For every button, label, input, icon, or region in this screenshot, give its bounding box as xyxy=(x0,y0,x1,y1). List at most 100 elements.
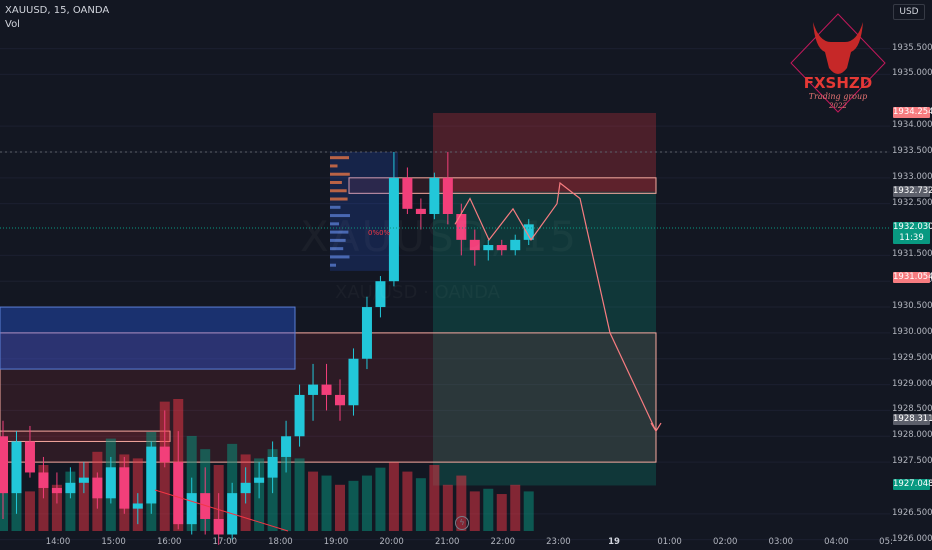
price-badge: 1934.254 xyxy=(893,106,932,118)
volume-profile-bar xyxy=(330,255,350,259)
candle-body xyxy=(254,477,265,483)
time-tick: 15:00 xyxy=(101,537,126,547)
time-tick: 16:00 xyxy=(156,537,182,547)
symbol-label[interactable]: XAUUSD, 15, OANDA xyxy=(5,5,110,16)
candle-body xyxy=(496,245,507,251)
volume-bar xyxy=(429,465,440,531)
volume-bar xyxy=(51,484,62,531)
volume-profile-bar xyxy=(330,172,350,176)
candle-body xyxy=(146,446,157,504)
volume-bar xyxy=(375,467,386,531)
currency-button[interactable]: USD xyxy=(893,4,925,20)
volume-bar xyxy=(321,475,332,531)
volume-bar xyxy=(348,480,359,531)
volume-profile-bar xyxy=(330,247,344,251)
candle-body xyxy=(402,177,413,209)
price-tick: 1933.500 xyxy=(892,145,932,156)
volume-bar xyxy=(78,462,89,531)
candle-body xyxy=(38,472,49,488)
volume-profile-bar xyxy=(330,230,349,234)
chart-legend: XAUUSD, 15, OANDA Vol xyxy=(5,4,109,32)
volume-bar xyxy=(483,488,494,531)
candle-body xyxy=(0,436,8,494)
forecast-arrowhead xyxy=(650,422,662,433)
price-badge: 1932.030 11:39 xyxy=(893,221,932,244)
bull-icon xyxy=(813,22,863,74)
time-tick: 14:00 xyxy=(45,537,71,547)
candle-body xyxy=(24,441,35,473)
price-tick: 1932.500 xyxy=(892,197,932,208)
candle-body xyxy=(348,358,359,406)
time-tick: 20:00 xyxy=(379,537,404,547)
logo-year: 2022 xyxy=(828,102,847,110)
volume-bar xyxy=(294,458,305,531)
volume-profile-bar xyxy=(330,189,347,193)
candle-body xyxy=(375,281,386,308)
small-zone xyxy=(0,430,171,442)
volume-profile-bar xyxy=(330,164,338,168)
price-badge: 1931.054 xyxy=(893,272,932,284)
volume-profile-bar xyxy=(330,180,342,184)
candle-body xyxy=(308,384,319,395)
volume-profile-bar xyxy=(330,238,346,242)
volume-legend-label[interactable]: Vol xyxy=(5,19,20,30)
candle-body xyxy=(186,493,197,525)
volume-bar xyxy=(415,478,426,531)
time-tick: 18:00 xyxy=(268,537,293,547)
volume-bar xyxy=(0,458,8,531)
time-tick: 17:00 xyxy=(212,537,238,547)
candle-body xyxy=(78,477,89,483)
fvg-label: 0%0% xyxy=(368,229,391,237)
candle-body xyxy=(11,441,22,494)
volume-bar xyxy=(496,494,507,531)
trend-line xyxy=(154,489,289,532)
order-block xyxy=(0,306,296,370)
supply-zone xyxy=(348,177,657,194)
volume-bar xyxy=(24,491,35,531)
candle-body xyxy=(429,177,440,215)
volume-bar xyxy=(281,438,292,531)
candle-body xyxy=(105,467,116,499)
volume-bar xyxy=(469,491,480,531)
price-tick: 1935.500 xyxy=(892,42,932,53)
candle-body xyxy=(415,208,426,215)
volume-bar xyxy=(456,475,467,531)
candle-body xyxy=(483,245,494,251)
forecast-path xyxy=(454,181,657,432)
candle-body xyxy=(173,462,184,525)
candle-body xyxy=(92,477,103,499)
volume-bar xyxy=(523,491,534,531)
price-tick: 1933.000 xyxy=(892,171,932,182)
price-tick: 1934.000 xyxy=(892,120,932,131)
volume-bar xyxy=(510,484,521,531)
time-tick: 21:00 xyxy=(434,537,460,547)
logo-tagline: Trading group xyxy=(809,92,867,101)
price-tick: 1935.000 xyxy=(892,68,932,79)
candle-body xyxy=(51,487,62,494)
time-tick: 22:00 xyxy=(490,537,516,547)
candle-body xyxy=(119,467,130,509)
logo-name: FXSHZD xyxy=(804,74,873,92)
price-tick: 1927.500 xyxy=(892,456,932,467)
logo-diamond xyxy=(790,13,886,113)
volume-bar xyxy=(335,484,345,531)
time-tick: 03:00 xyxy=(768,537,794,547)
candle-body xyxy=(442,177,453,215)
price-badge: 1932.732 xyxy=(893,185,932,197)
candle-body xyxy=(281,436,292,457)
candle-body xyxy=(200,493,211,519)
volume-profile-bar xyxy=(330,263,336,267)
price-tick: 1931.500 xyxy=(892,249,932,260)
volume-profile-bar xyxy=(330,205,341,209)
exchange-watermark: XAU/USD · OANDA xyxy=(335,282,500,303)
price-badge: 1927.048 xyxy=(893,479,932,491)
price-badge: 1928.311 xyxy=(893,414,932,426)
price-tick: 1930.000 xyxy=(892,326,932,337)
lightning-icon[interactable]: ϟ xyxy=(455,516,469,530)
candle-body xyxy=(456,214,467,240)
price-tick: 1930.500 xyxy=(892,301,932,312)
time-tick: 04:00 xyxy=(824,537,849,547)
volume-bar xyxy=(361,475,372,531)
